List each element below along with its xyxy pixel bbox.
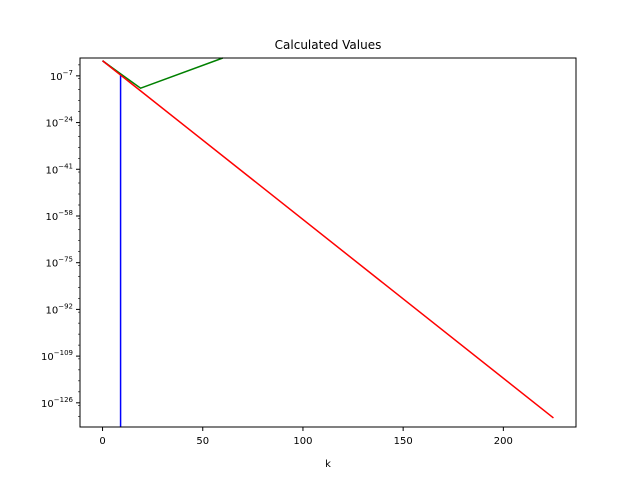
plot-frame xyxy=(79,57,577,428)
y-tick-label: 10−109 xyxy=(41,349,73,363)
x-axis-label: k xyxy=(325,459,331,470)
x-axis: 0 50 100 150 200 xyxy=(99,427,513,447)
y-tick-label: 10−24 xyxy=(45,116,73,130)
x-tick-label: 100 xyxy=(293,436,312,447)
y-tick-label: 10−75 xyxy=(45,256,73,270)
y-axis: 10−7 10−24 10−41 10−58 10−75 10−92 10−109 10−12… xyxy=(41,64,80,417)
chart-title: Calculated Values xyxy=(275,38,382,52)
x-tick-label: 0 xyxy=(99,436,105,447)
y-tick-label: 10−58 xyxy=(45,209,73,223)
x-tick-label: 150 xyxy=(394,436,413,447)
y-tick-label: 10−7 xyxy=(50,69,73,83)
series-line-3 xyxy=(102,60,554,419)
y-tick-label: 10−41 xyxy=(45,162,73,176)
y-tick-label: 10−126 xyxy=(41,396,74,410)
x-tick-label: 50 xyxy=(196,436,209,447)
y-tick-label: 10−92 xyxy=(45,302,73,316)
plot-area xyxy=(102,57,554,427)
x-tick-label: 200 xyxy=(494,436,513,447)
